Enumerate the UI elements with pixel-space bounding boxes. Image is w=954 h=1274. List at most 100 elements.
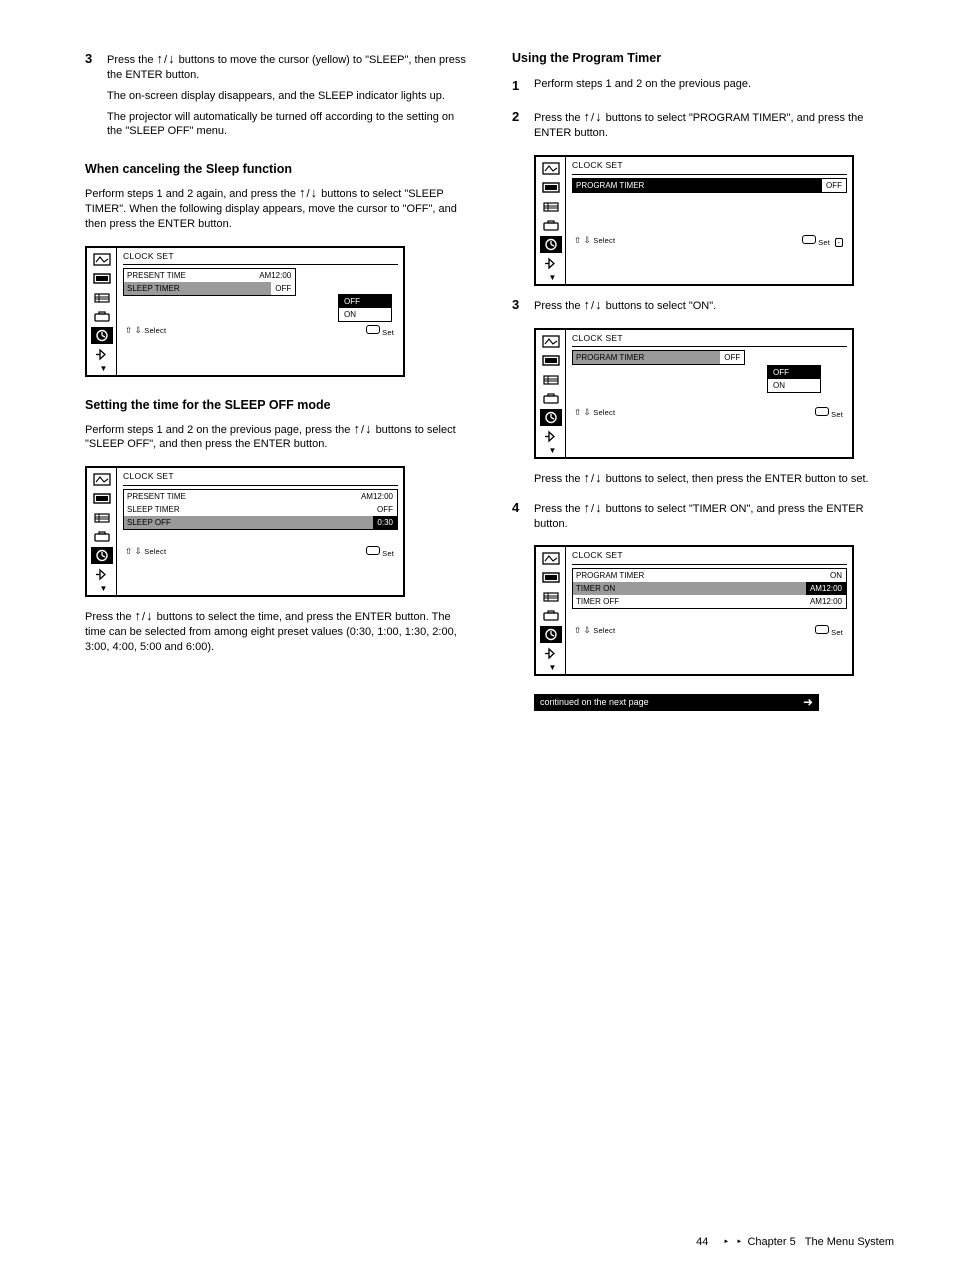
menu-list: PROGRAM TIMEROFF: [572, 350, 745, 365]
menu-list: PRESENT TIMEAM12:00SLEEP TIMEROFFSLEEP O…: [123, 489, 398, 530]
hint-bar: ⇧ ⇩ Select Set: [572, 622, 847, 638]
reset-icon: [91, 566, 113, 583]
option-row: ON: [768, 379, 820, 392]
icon-strip: ▼: [87, 248, 117, 375]
step-number: 3: [512, 296, 534, 314]
arrow-up-icon: [584, 108, 592, 126]
cancel-instruction: Perform steps 1 and 2 again, and press t…: [85, 184, 467, 232]
rect-icon: [540, 352, 562, 369]
menu-list: PROGRAM TIMEROFF: [572, 178, 847, 193]
install-icon: [540, 371, 562, 388]
continued-bar: continued on the next page ➜: [534, 694, 819, 710]
clock-icon: [540, 626, 562, 643]
hint-bar: ⇧ ⇩ Select Set: [572, 404, 847, 420]
text: Perform steps 1 and 2 again, and press t…: [85, 188, 299, 200]
menu-list: PRESENT TIMEAM12:00SLEEP TIMEROFF: [123, 268, 296, 296]
rect-icon: [91, 490, 113, 507]
menu-row: SLEEP TIMEROFF: [124, 503, 397, 516]
step-number: 2: [512, 108, 534, 141]
hint-bar: ⇧ ⇩ Select Set -: [572, 232, 847, 248]
arrow-down-icon: [595, 296, 603, 314]
text: Press the: [85, 611, 135, 623]
step-3: 3 Press the / buttons to select "ON".: [512, 296, 894, 314]
pict-icon: [91, 251, 113, 268]
menu-row: PROGRAM TIMERON: [573, 569, 846, 582]
right-column: Using the Program Timer 1 Perform steps …: [512, 50, 894, 711]
case-icon: [540, 390, 562, 407]
left-column: 3 Press the / buttons to move the cursor…: [85, 50, 467, 711]
menu-row: PROGRAM TIMEROFF: [573, 179, 846, 192]
separator-icon: ►: [736, 1239, 742, 1245]
step-1: 1 Perform steps 1 and 2 on the previous …: [512, 77, 894, 95]
case-icon: [540, 217, 562, 234]
menu-row: PROGRAM TIMEROFF: [573, 351, 744, 364]
step-text: Press the: [534, 300, 584, 312]
footer-section: The Menu System: [805, 1236, 894, 1248]
screen-title: CLOCK SET: [572, 333, 847, 347]
arrow-down-icon: [168, 50, 176, 68]
option-row: OFF: [339, 295, 391, 308]
screen-title: CLOCK SET: [123, 251, 398, 265]
step-3: 3 Press the / buttons to move the cursor…: [85, 50, 467, 139]
install-icon: [91, 509, 113, 526]
subheading: When canceling the Sleep function: [85, 161, 467, 178]
arrow-right-icon: ➜: [803, 698, 813, 707]
icon-strip: ▼: [536, 330, 566, 457]
arrow-up-icon: [584, 499, 592, 517]
arrow-down-icon: [311, 184, 319, 202]
paragraph: The on-screen display disappears, and th…: [107, 89, 467, 104]
page-number: 44: [696, 1236, 708, 1248]
option-popup: OFFON: [767, 365, 821, 393]
step-number: 1: [512, 77, 534, 95]
set-sleep-instruction: Perform steps 1 and 2 on the previous pa…: [85, 420, 467, 453]
menu-row: SLEEP OFF0:30: [124, 516, 397, 529]
arrow-up-icon: [299, 184, 307, 202]
subheading: Setting the time for the SLEEP OFF mode: [85, 397, 467, 414]
clock-icon: [91, 327, 113, 344]
menu-row: TIMER ONAM12:00: [573, 582, 846, 595]
case-icon: [91, 528, 113, 545]
pict-icon: [540, 550, 562, 567]
step-number: 3: [85, 50, 107, 139]
icon-strip: ▼: [87, 468, 117, 595]
screen-title: CLOCK SET: [123, 471, 398, 485]
text: buttons to select, then press the ENTER …: [606, 473, 869, 485]
page-footer: 44 ► ► Chapter 5 The Menu System: [696, 1236, 894, 1248]
hint-bar: ⇧ ⇩ Select Set: [123, 543, 398, 559]
icon-strip: ▼: [536, 157, 566, 284]
subheading: Using the Program Timer: [512, 50, 894, 67]
reset-icon: [540, 255, 562, 272]
step-4: 4 Press the / buttons to select "TIMER O…: [512, 499, 894, 532]
pict-icon: [540, 333, 562, 350]
screen-title: CLOCK SET: [572, 160, 847, 174]
menu-row: SLEEP TIMEROFF: [124, 282, 295, 295]
paragraph: The projector will automatically be turn…: [107, 110, 467, 140]
footer-chapter: Chapter 5: [747, 1236, 795, 1248]
case-icon: [540, 607, 562, 624]
step-text: Press the: [107, 54, 157, 66]
option-row: ON: [339, 308, 391, 321]
clock-icon: [91, 547, 113, 564]
arrow-down-icon: [595, 108, 603, 126]
continued-text: continued on the next page: [540, 696, 649, 708]
step-text: buttons to select "ON".: [606, 300, 717, 312]
menu-list: PROGRAM TIMERONTIMER ONAM12:00TIMER OFFA…: [572, 568, 847, 609]
step-text: Perform steps 1 and 2 on the previous pa…: [534, 78, 751, 90]
arrow-up-icon: [353, 420, 361, 438]
arrow-down-icon: [595, 499, 603, 517]
lcd-screen: ▼ CLOCK SET PRESENT TIMEAM12:00SLEEP TIM…: [85, 466, 467, 597]
text: Perform steps 1 and 2 on the previous pa…: [85, 424, 353, 436]
arrow-up-icon: [135, 607, 143, 625]
rect-icon: [540, 569, 562, 586]
clock-icon: [540, 236, 562, 253]
lcd-screen: ▼ CLOCK SET PROGRAM TIMEROFF OFFON ⇧ ⇩ S…: [534, 328, 894, 459]
clock-icon: [540, 409, 562, 426]
step-2: 2 Press the / buttons to select "PROGRAM…: [512, 108, 894, 141]
screen-title: CLOCK SET: [572, 550, 847, 564]
lcd-screen: ▼ CLOCK SET PRESENT TIMEAM12:00SLEEP TIM…: [85, 246, 467, 377]
menu-row: PRESENT TIMEAM12:00: [124, 269, 295, 282]
icon-strip: ▼: [536, 547, 566, 674]
install-icon: [540, 198, 562, 215]
reset-icon: [91, 346, 113, 363]
reset-icon: [540, 428, 562, 445]
